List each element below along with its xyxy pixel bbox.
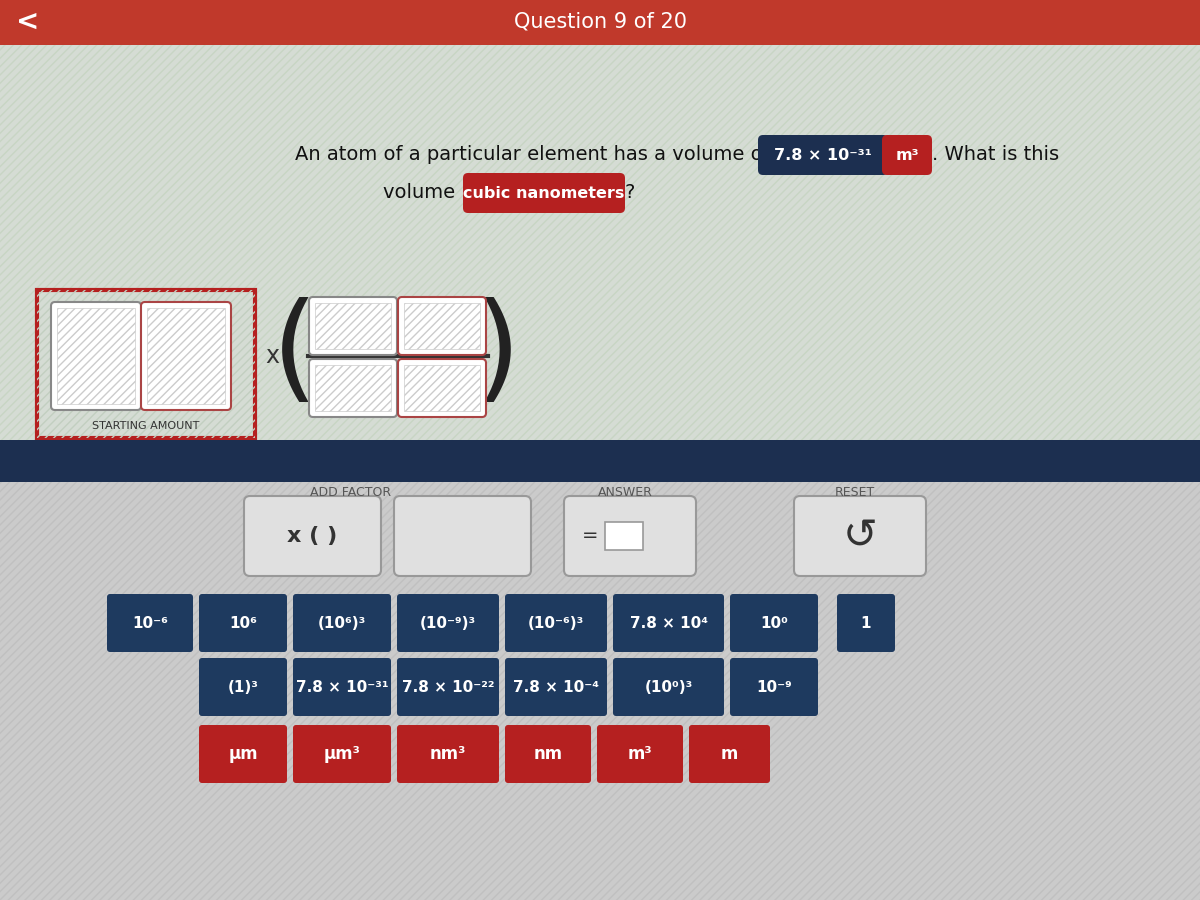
Text: (10⁰)³: (10⁰)³ [644, 680, 692, 695]
FancyBboxPatch shape [0, 0, 1200, 480]
FancyBboxPatch shape [310, 297, 397, 355]
Text: nm: nm [534, 745, 563, 763]
Text: =: = [582, 526, 599, 545]
FancyBboxPatch shape [505, 594, 607, 652]
Text: m³: m³ [628, 745, 653, 763]
Text: 7.8 × 10⁻³¹: 7.8 × 10⁻³¹ [295, 680, 389, 695]
FancyBboxPatch shape [142, 302, 230, 410]
Text: 10⁻⁹: 10⁻⁹ [756, 680, 792, 695]
Text: x ( ): x ( ) [287, 526, 337, 546]
FancyBboxPatch shape [398, 297, 486, 355]
FancyBboxPatch shape [758, 135, 888, 175]
Text: 7.8 × 10⁻²²: 7.8 × 10⁻²² [402, 680, 494, 695]
Text: 1: 1 [860, 616, 871, 631]
FancyBboxPatch shape [882, 135, 932, 175]
FancyBboxPatch shape [613, 594, 724, 652]
FancyBboxPatch shape [463, 173, 625, 213]
Text: (1)³: (1)³ [228, 680, 258, 695]
Text: Question 9 of 20: Question 9 of 20 [514, 12, 686, 32]
FancyBboxPatch shape [564, 496, 696, 576]
Text: 10⁰: 10⁰ [760, 616, 788, 631]
Text: 7.8 × 10⁻³¹: 7.8 × 10⁻³¹ [774, 148, 872, 163]
Text: (10⁶)³: (10⁶)³ [318, 616, 366, 631]
Text: nm³: nm³ [430, 745, 466, 763]
Text: <: < [17, 8, 40, 36]
Text: m³: m³ [895, 148, 919, 163]
FancyBboxPatch shape [293, 594, 391, 652]
Text: (10⁻⁶)³: (10⁻⁶)³ [528, 616, 584, 631]
FancyBboxPatch shape [730, 658, 818, 716]
FancyBboxPatch shape [613, 658, 724, 716]
FancyBboxPatch shape [244, 496, 382, 576]
FancyBboxPatch shape [598, 725, 683, 783]
Text: (: ( [272, 298, 318, 412]
Text: 10⁶: 10⁶ [229, 616, 257, 631]
FancyBboxPatch shape [199, 725, 287, 783]
FancyBboxPatch shape [689, 725, 770, 783]
Text: volume in: volume in [383, 184, 479, 202]
Text: RESET: RESET [835, 485, 875, 499]
FancyBboxPatch shape [310, 359, 397, 417]
FancyBboxPatch shape [37, 290, 256, 438]
FancyBboxPatch shape [397, 725, 499, 783]
Text: 7.8 × 10⁻⁴: 7.8 × 10⁻⁴ [514, 680, 599, 695]
Text: (10⁻⁹)³: (10⁻⁹)³ [420, 616, 476, 631]
Text: An atom of a particular element has a volume of: An atom of a particular element has a vo… [295, 146, 769, 165]
FancyBboxPatch shape [0, 440, 1200, 482]
FancyBboxPatch shape [505, 658, 607, 716]
Text: μm: μm [228, 745, 258, 763]
Text: μm³: μm³ [324, 745, 360, 763]
FancyBboxPatch shape [730, 594, 818, 652]
FancyBboxPatch shape [397, 594, 499, 652]
Text: ): ) [475, 298, 521, 412]
FancyBboxPatch shape [293, 658, 391, 716]
Text: m: m [721, 745, 738, 763]
FancyBboxPatch shape [397, 658, 499, 716]
Text: . What is this: . What is this [932, 146, 1060, 165]
FancyBboxPatch shape [394, 496, 530, 576]
FancyBboxPatch shape [505, 725, 592, 783]
FancyBboxPatch shape [199, 594, 287, 652]
Text: ADD FACTOR: ADD FACTOR [310, 485, 391, 499]
FancyBboxPatch shape [794, 496, 926, 576]
Text: ↺: ↺ [842, 515, 877, 557]
Text: STARTING AMOUNT: STARTING AMOUNT [92, 421, 199, 431]
Text: ?: ? [625, 184, 635, 202]
FancyBboxPatch shape [199, 658, 287, 716]
FancyBboxPatch shape [293, 725, 391, 783]
FancyBboxPatch shape [107, 594, 193, 652]
Text: cubic nanometers: cubic nanometers [463, 185, 625, 201]
FancyBboxPatch shape [605, 522, 643, 550]
FancyBboxPatch shape [0, 480, 1200, 900]
Text: x: x [265, 344, 278, 368]
Text: ANSWER: ANSWER [598, 485, 653, 499]
FancyBboxPatch shape [838, 594, 895, 652]
Text: 7.8 × 10⁴: 7.8 × 10⁴ [630, 616, 708, 631]
FancyBboxPatch shape [0, 0, 1200, 45]
FancyBboxPatch shape [50, 302, 142, 410]
FancyBboxPatch shape [398, 359, 486, 417]
Text: 10⁻⁶: 10⁻⁶ [132, 616, 168, 631]
